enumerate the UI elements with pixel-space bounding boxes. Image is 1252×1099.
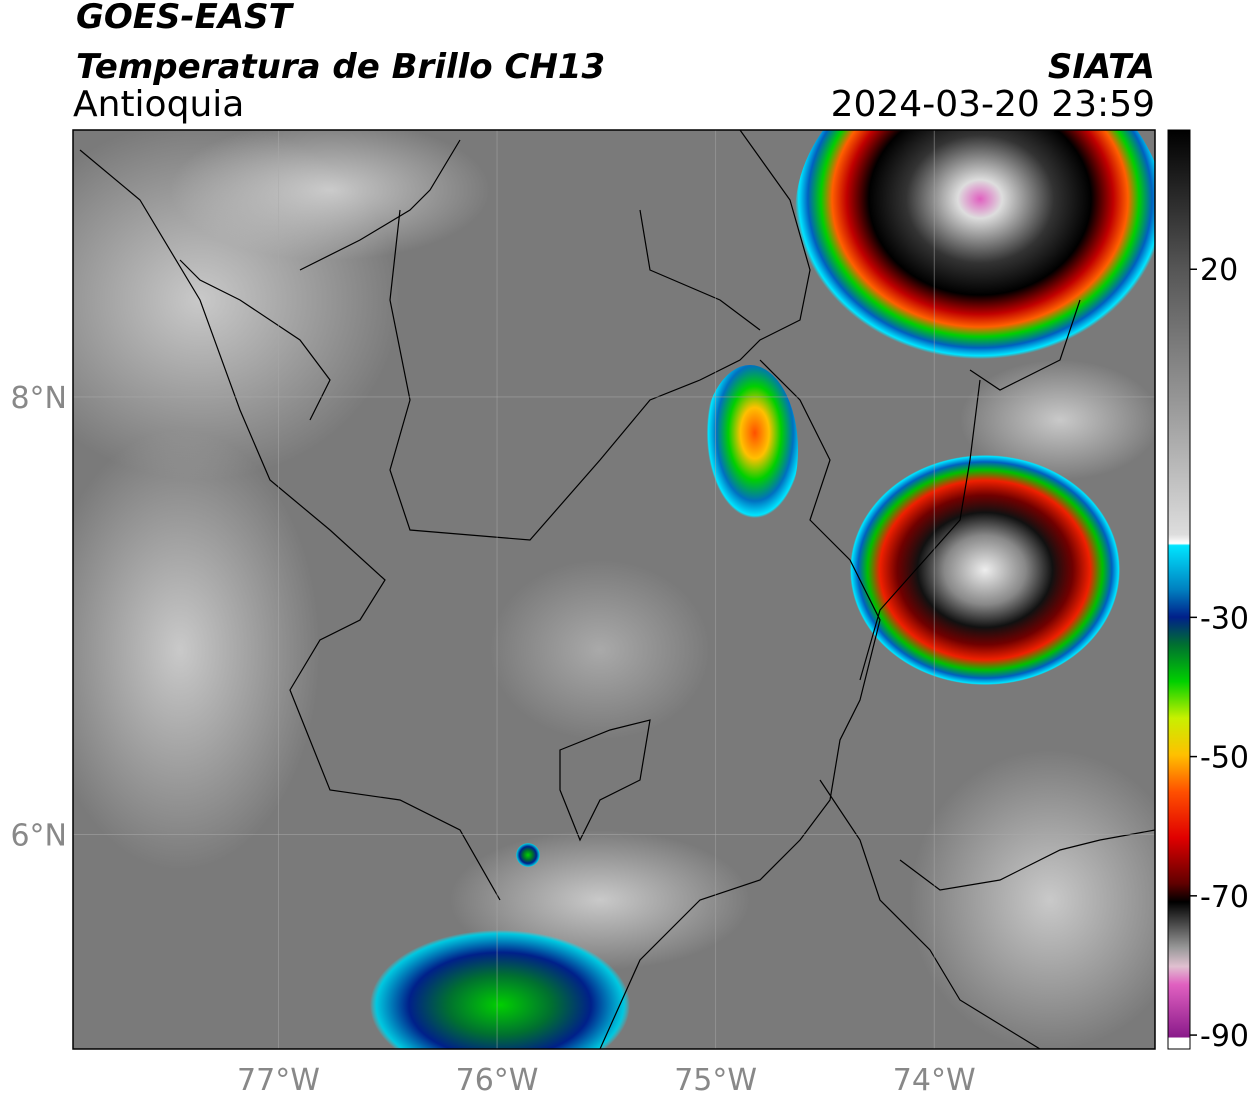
map-frame: [72, 129, 1156, 1050]
storm: [795, 130, 1155, 375]
storm: [370, 930, 630, 1049]
header: GOES-EAST Temperatura de Brillo CH13 Ant…: [73, 0, 1155, 125]
y-tick-label: 6°N: [10, 819, 67, 854]
satellite: GOES-EAST: [76, 0, 295, 37]
cloud: [170, 130, 490, 260]
storm: [702, 365, 798, 535]
colorbar-tick-label: -70: [1200, 880, 1249, 915]
x-tick-label: 75°W: [674, 1063, 757, 1098]
datetime: 2024-03-20 23:59: [831, 84, 1155, 125]
colorbar-tick-label: 20: [1200, 253, 1238, 288]
x-tick-label: 77°W: [237, 1063, 320, 1098]
storm: [850, 455, 1120, 685]
ticks: 77°W 76°W 75°W 74°W 8°N 6°N 20 -30 -50 -70 -90: [10, 253, 1249, 1098]
cloud: [73, 430, 320, 870]
x-tick-label: 74°W: [893, 1063, 976, 1098]
y-tick-label: 8°N: [10, 381, 67, 416]
x-tick-label: 76°W: [456, 1063, 539, 1098]
colorbar-tick-label: -50: [1200, 741, 1249, 776]
cloud: [910, 750, 1155, 1049]
region: Antioquia: [73, 84, 244, 125]
colorbar: [1167, 129, 1191, 1050]
cloud: [960, 360, 1155, 480]
source: SIATA: [1048, 47, 1155, 87]
imagery: [73, 130, 1155, 1049]
storm: [516, 843, 540, 867]
colorbar-tick-label: -90: [1200, 1019, 1249, 1054]
cloud: [490, 560, 710, 740]
grid: [73, 130, 1155, 1049]
boundaries: [79, 130, 1155, 1049]
colorbar-tick-label: -30: [1200, 601, 1249, 636]
product: Temperatura de Brillo CH13: [76, 47, 605, 87]
